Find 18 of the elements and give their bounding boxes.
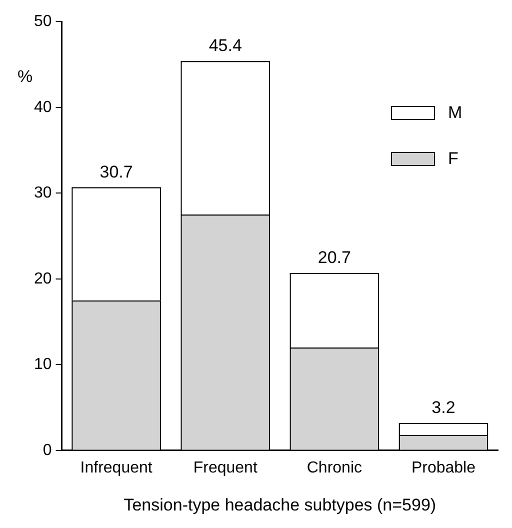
y-tick-label: 10: [34, 356, 52, 374]
y-tick-label: 40: [34, 98, 52, 116]
x-tick-label: Probable: [411, 459, 476, 476]
y-tick-label: 0: [42, 442, 52, 459]
y-tick-label: 30: [34, 184, 52, 202]
y-tick-label: 50: [34, 13, 52, 30]
x-axis-title: Tension-type headache subtypes (n=599): [124, 495, 436, 514]
total-label: 45.4: [208, 36, 242, 56]
x-tick-label: Infrequent: [80, 459, 153, 476]
legend-label: F: [448, 149, 458, 169]
total-label: 30.7: [100, 162, 133, 182]
total-label: 20.7: [318, 248, 351, 268]
x-tick-label: Chronic: [306, 459, 362, 476]
text: M: [448, 103, 462, 123]
y-tick-label: 20: [34, 270, 52, 288]
total-label: 3.2: [432, 398, 456, 418]
x-tick-label: Frequent: [193, 459, 258, 476]
y-axis-title: %: [17, 67, 33, 86]
